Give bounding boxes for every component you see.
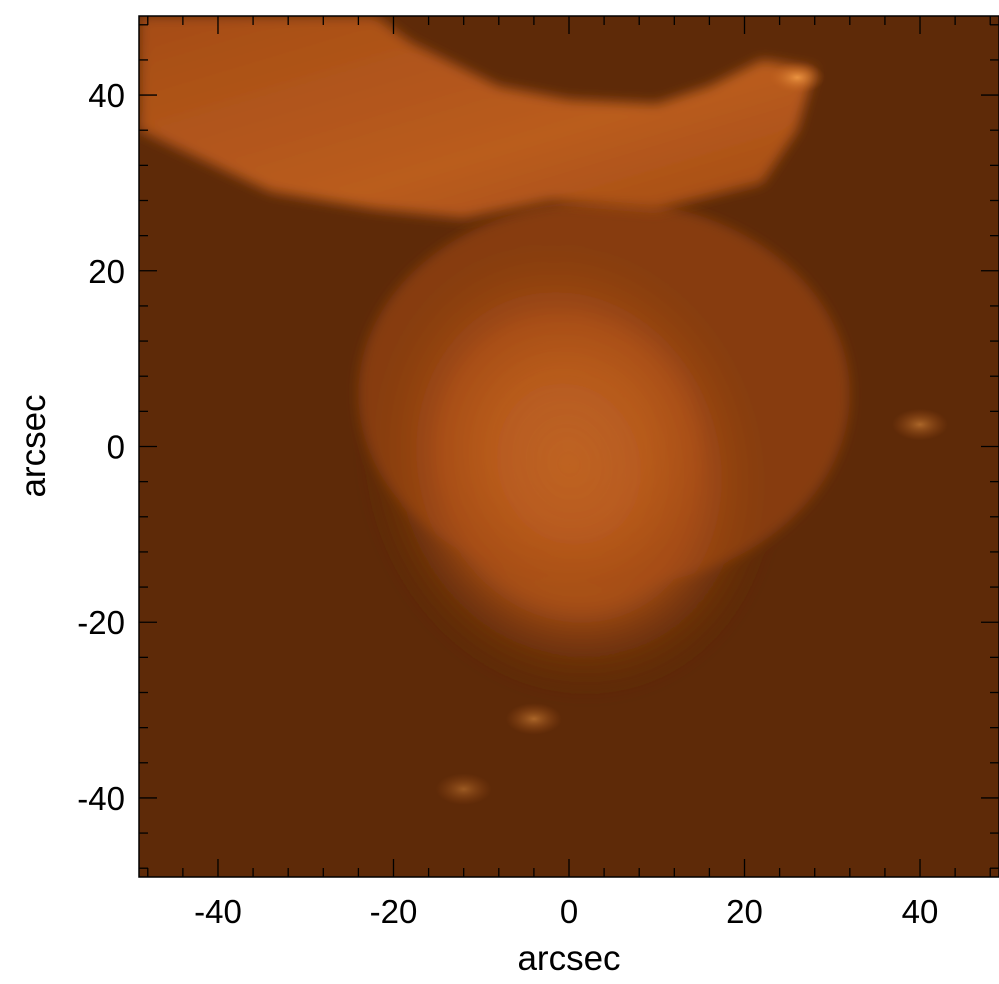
x-tick-label: 20 — [726, 893, 763, 930]
y-tick-label: 20 — [88, 253, 125, 290]
plume-shape — [139, 16, 815, 219]
emission-image — [139, 16, 949, 805]
y-tick-label: 40 — [88, 77, 125, 114]
x-axis-label: arcsec — [517, 939, 620, 978]
x-tick-label: -20 — [370, 893, 418, 930]
x-axis: -40 -20 0 20 40 — [147, 16, 991, 930]
y-tick-label: 0 — [107, 429, 125, 466]
x-tick-label: 0 — [560, 893, 578, 930]
plot-area — [138, 15, 999, 878]
y-tick-label: -40 — [77, 780, 125, 817]
x-tick-label: 40 — [902, 893, 939, 930]
plume-feature — [139, 16, 815, 219]
knot-feature — [891, 408, 949, 441]
y-axis-label: arcsec — [14, 394, 53, 497]
knot-feature — [505, 703, 562, 735]
halo-shape — [358, 200, 850, 588]
y-tick-label: -20 — [77, 604, 125, 641]
y-axis: -40 -20 0 20 40 — [77, 24, 999, 869]
envelope-feature — [357, 200, 850, 703]
knot-feature — [435, 773, 492, 805]
x-tick-label: -40 — [194, 893, 242, 930]
knot-feature — [769, 61, 826, 94]
